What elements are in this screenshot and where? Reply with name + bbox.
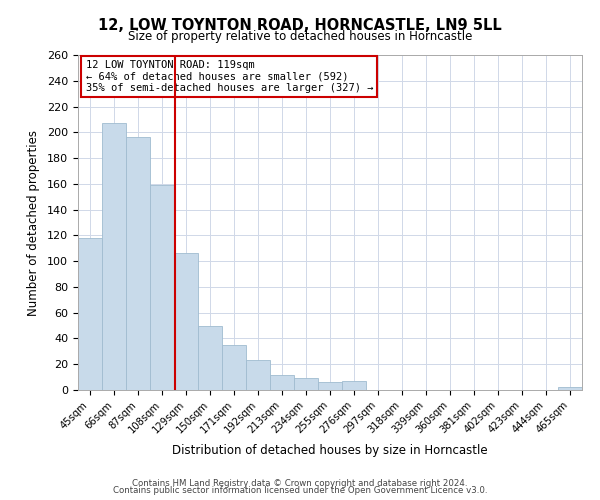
Bar [342, 381, 366, 390]
Bar [246, 360, 270, 390]
Bar [198, 326, 222, 390]
Text: Contains public sector information licensed under the Open Government Licence v3: Contains public sector information licen… [113, 486, 487, 495]
Text: Size of property relative to detached houses in Horncastle: Size of property relative to detached ho… [128, 30, 472, 43]
Bar [558, 388, 582, 390]
Text: 12, LOW TOYNTON ROAD, HORNCASTLE, LN9 5LL: 12, LOW TOYNTON ROAD, HORNCASTLE, LN9 5L… [98, 18, 502, 32]
Text: 12 LOW TOYNTON ROAD: 119sqm
← 64% of detached houses are smaller (592)
35% of se: 12 LOW TOYNTON ROAD: 119sqm ← 64% of det… [86, 60, 373, 93]
Bar [222, 345, 246, 390]
Bar [150, 185, 174, 390]
Bar [78, 238, 102, 390]
X-axis label: Distribution of detached houses by size in Horncastle: Distribution of detached houses by size … [172, 444, 488, 456]
Bar [318, 382, 342, 390]
Bar [174, 254, 198, 390]
Bar [102, 124, 126, 390]
Text: Contains HM Land Registry data © Crown copyright and database right 2024.: Contains HM Land Registry data © Crown c… [132, 478, 468, 488]
Y-axis label: Number of detached properties: Number of detached properties [27, 130, 40, 316]
Bar [270, 374, 294, 390]
Bar [294, 378, 318, 390]
Bar [126, 138, 150, 390]
